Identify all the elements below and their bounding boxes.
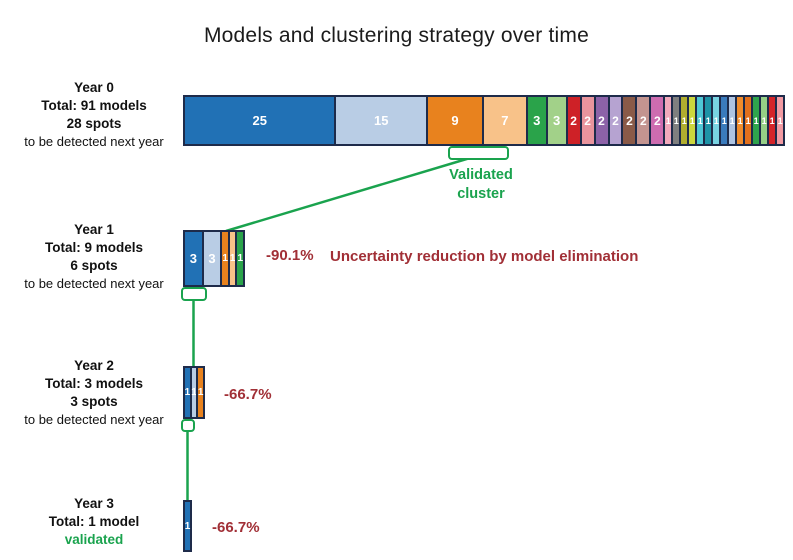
label-line: validated (64, 532, 124, 547)
year1-reduction-pct: -90.1% (266, 247, 314, 264)
bar-segment: 1 (711, 97, 720, 144)
bar-segment: 3 (525, 97, 546, 144)
year3-bar: 1 (183, 500, 192, 552)
year1-bracket (181, 287, 207, 301)
year2-reduction-pct: -66.7% (224, 386, 272, 403)
label-line: 3 spots (70, 394, 118, 409)
label-line: to be detected next year (24, 134, 164, 149)
bar-segment: 1 (185, 502, 190, 550)
bar-segment: 9 (426, 97, 482, 144)
label-line: to be detected next year (24, 412, 164, 427)
validated-cluster-label: Validated cluster (420, 166, 542, 204)
label-line: 28 spots (66, 116, 122, 131)
year2-label-block: Year 2 Total: 3 models 3 spots to be detect… (0, 357, 188, 429)
label-line: Total: 91 models (41, 98, 147, 113)
bar-segment: 1 (727, 97, 736, 144)
bar-segment: 3 (201, 232, 221, 285)
bar-segment: 1 (235, 232, 244, 285)
connector-year0-year1 (225, 156, 471, 233)
validated-cluster-line2: cluster (457, 186, 505, 202)
year3-label-block: Year 3 Total: 1 model validated (0, 495, 188, 549)
validated-cluster-bracket (448, 146, 509, 160)
bar-segment: 1 (220, 232, 228, 285)
bar-segment: 3 (185, 232, 202, 285)
bar-segment: 1 (775, 97, 784, 144)
label-line: to be detected next year (24, 276, 164, 291)
year3-reduction-pct: -66.7% (212, 519, 260, 536)
bar-segment: 1 (735, 97, 744, 144)
bar-segment: 1 (743, 97, 752, 144)
bar-segment: 1 (679, 97, 688, 144)
bar-segment: 2 (649, 97, 664, 144)
label-line: Year 2 (74, 358, 114, 373)
bar-segment: 1 (719, 97, 728, 144)
bar-segment: 2 (621, 97, 636, 144)
bar-segment: 2 (635, 97, 650, 144)
chart-title: Models and clustering strategy over time (203, 24, 589, 47)
bar-segment: 1 (671, 97, 680, 144)
uncertainty-reduction-caption: Uncertainty reduction by model eliminati… (330, 248, 639, 265)
bar-segment: 1 (663, 97, 672, 144)
label-line: Total: 9 models (44, 240, 143, 255)
bar-segment: 3 (545, 97, 566, 144)
label-line: Total: 1 model (48, 514, 140, 529)
label-line: Total: 3 models (44, 376, 143, 391)
label-line: 6 spots (70, 258, 118, 273)
year1-label-block: Year 1 Total: 9 models 6 spots to be detect… (0, 221, 188, 293)
label-line: Year 1 (74, 222, 114, 237)
bar-segment: 2 (593, 97, 608, 144)
bar-segment: 1 (196, 368, 203, 417)
year0-bar: 25 15 9 7 3 3 2 2 2 2 2 2 2 1 1 1 1 1 1 1 1 1 1 1 1 1 1 1 (183, 95, 785, 146)
label-line: Year 3 (74, 496, 114, 511)
bar-segment: 1 (227, 232, 236, 285)
year0-label-block: Year 0 Total: 91 models 28 spots to be dete… (0, 79, 188, 151)
bar-segment: 2 (579, 97, 594, 144)
year2-bracket (181, 419, 195, 432)
bar-segment: 1 (767, 97, 776, 144)
bar-segment: 15 (334, 97, 427, 144)
validated-cluster-line1: Validated (449, 167, 513, 183)
bar-segment: 1 (703, 97, 712, 144)
bar-segment: 1 (759, 97, 768, 144)
bar-segment: 1 (185, 368, 190, 417)
bar-segment: 1 (687, 97, 696, 144)
bar-segment: 2 (607, 97, 622, 144)
bar-segment: 2 (565, 97, 580, 144)
bar-segment: 1 (751, 97, 760, 144)
bar-segment: 1 (189, 368, 197, 417)
label-line: Year 0 (74, 80, 114, 95)
bar-segment: 1 (695, 97, 704, 144)
bar-segment: 25 (185, 97, 335, 144)
bar-segment: 7 (481, 97, 526, 144)
